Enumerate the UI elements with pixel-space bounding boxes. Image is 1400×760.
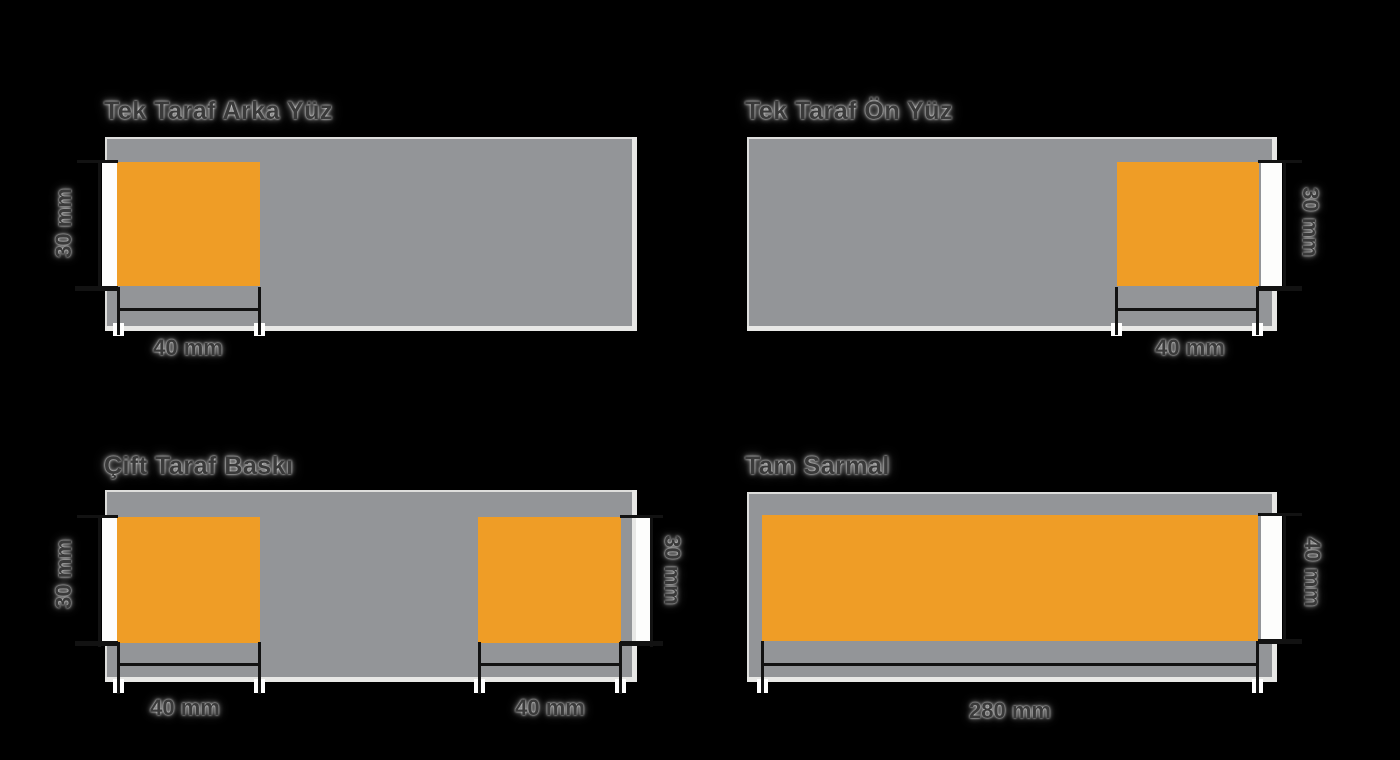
dimension-tick <box>761 641 764 693</box>
edge-margin-strip <box>102 515 117 646</box>
dimension-line <box>1283 161 1286 291</box>
print-area <box>1117 162 1259 286</box>
dimension-line <box>117 308 261 311</box>
dimension-tick <box>478 642 481 694</box>
diagram-title: Tek Taraf Arka Yüz <box>104 97 333 125</box>
dimension-tick <box>117 287 120 335</box>
width-dimension-label: 40 mm <box>1155 335 1225 360</box>
print-area-right <box>478 517 621 643</box>
dimension-tick <box>619 642 622 694</box>
edge-margin-strip <box>1261 160 1282 289</box>
dimension-line <box>1283 514 1286 644</box>
dimension-line <box>478 663 622 666</box>
dimension-tick <box>77 515 118 518</box>
edge-margin-strip <box>636 515 651 646</box>
dimension-tick <box>258 642 261 694</box>
dimension-tick <box>75 641 118 646</box>
print-area <box>117 162 260 286</box>
edge-margin-strip <box>1261 513 1282 644</box>
print-area-left <box>117 517 260 643</box>
dimension-tick <box>1258 513 1302 516</box>
dimension-line <box>650 516 653 647</box>
dimension-tick <box>620 641 663 646</box>
width-dimension-label: 280 mm <box>969 698 1051 723</box>
width-dimension-label: 40 mm <box>515 695 585 720</box>
dimension-tick <box>1256 287 1259 335</box>
dimension-tick <box>258 287 261 335</box>
dimension-tick <box>1258 286 1302 291</box>
dimension-line <box>1115 308 1259 311</box>
dimension-line <box>98 516 101 647</box>
print-area <box>762 515 1258 641</box>
dimension-line <box>117 663 261 666</box>
dimension-tick <box>75 286 118 291</box>
dimension-tick <box>1115 287 1118 335</box>
dimension-tick <box>1258 639 1302 644</box>
width-dimension-label: 40 mm <box>153 335 223 360</box>
diagram-title: Tek Taraf Ön Yüz <box>745 97 954 125</box>
dimension-tick <box>77 160 118 163</box>
dimension-line <box>761 663 1259 666</box>
dimension-tick <box>117 642 120 694</box>
height-dimension-label: 40 mm <box>1300 537 1325 607</box>
dimension-tick <box>620 515 663 518</box>
diagram-title: Tam Sarmal <box>745 452 890 480</box>
dimension-tick <box>1256 641 1259 693</box>
edge-margin-strip <box>102 160 117 289</box>
dimension-tick <box>1258 160 1302 163</box>
diagram-title: Çift Taraf Baskı <box>104 452 294 480</box>
width-dimension-label: 40 mm <box>150 695 220 720</box>
dimension-line <box>98 161 101 291</box>
